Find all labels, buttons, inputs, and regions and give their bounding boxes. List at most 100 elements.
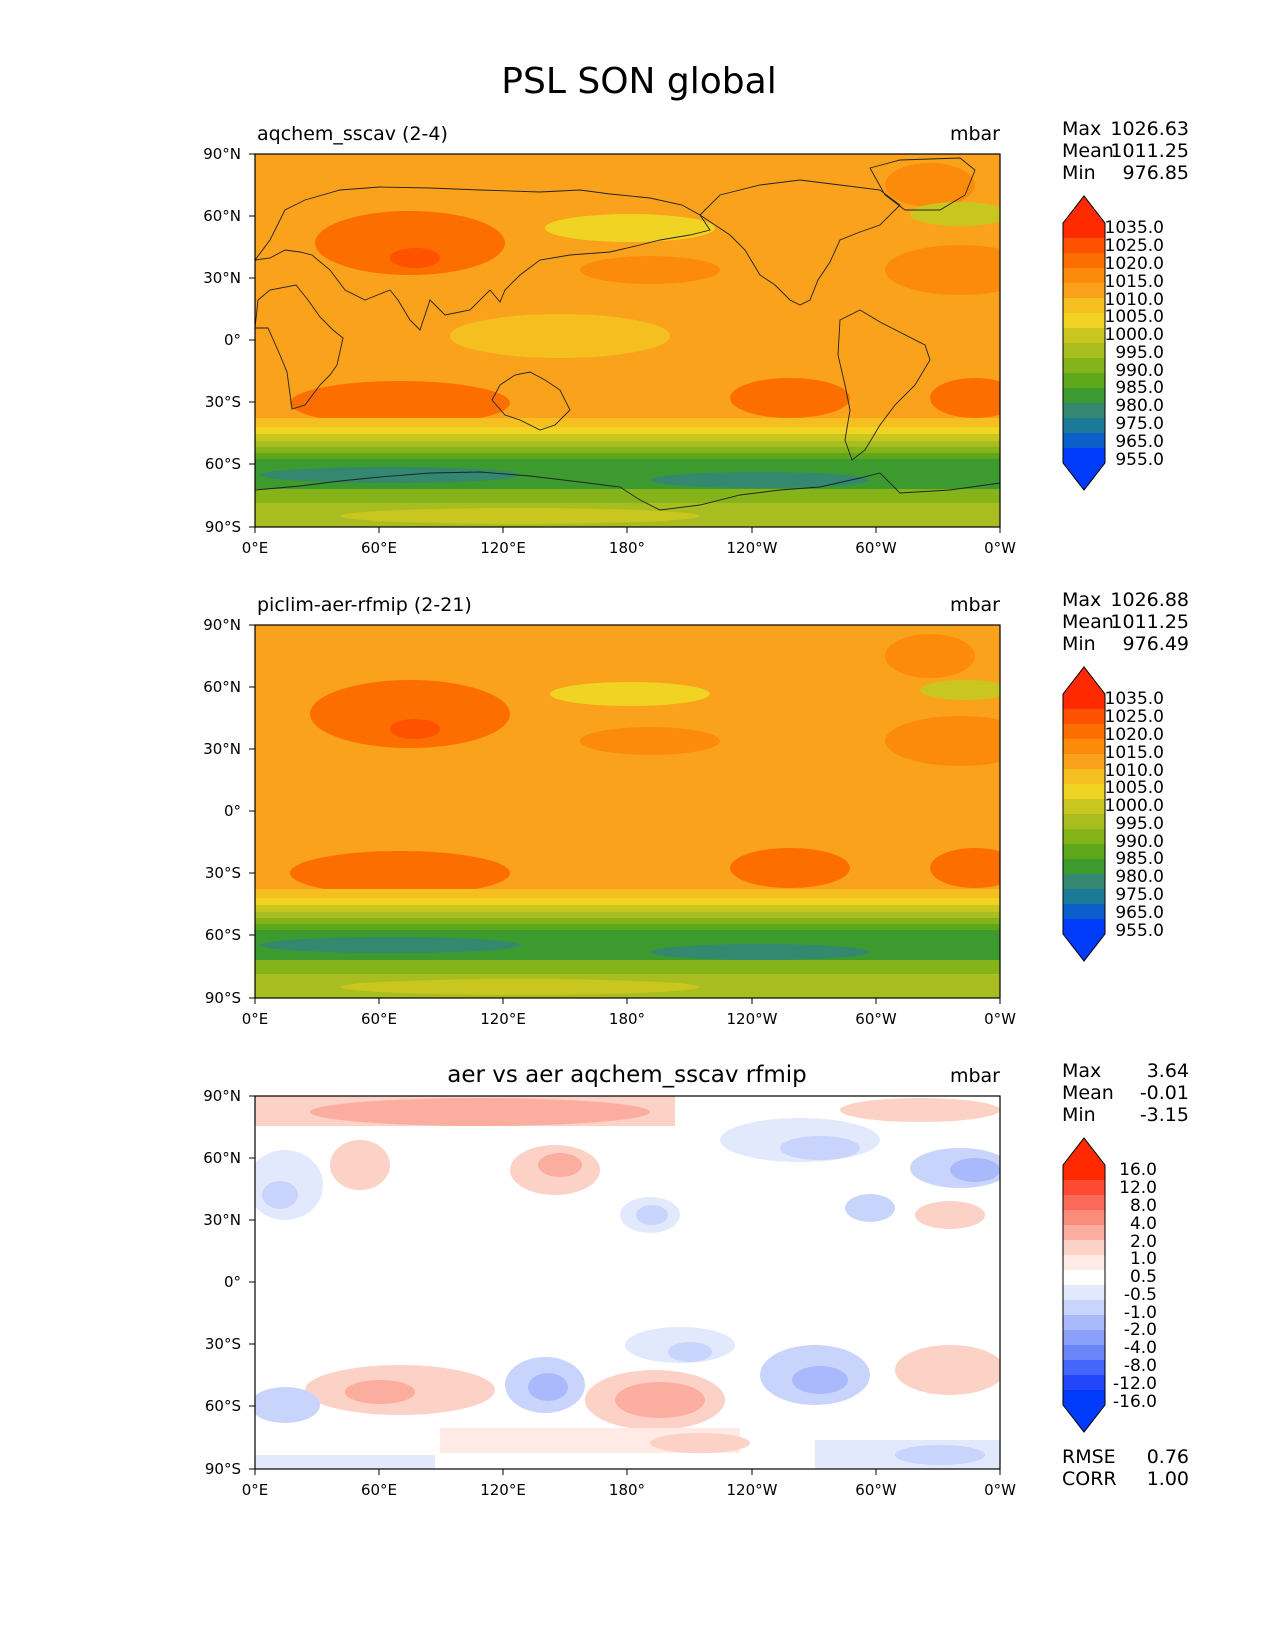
field-pacific-south-high <box>730 848 850 888</box>
field-atlantic-south-high <box>930 378 1000 418</box>
colorbar-swatch <box>1063 814 1105 830</box>
field-arctic-core <box>310 1098 650 1126</box>
lon-tick-label: 0°E <box>242 1481 269 1499</box>
colorbar-swatch <box>1063 1270 1105 1286</box>
stat-label: Min <box>1062 633 1096 655</box>
field-indian-south-high <box>290 381 510 425</box>
colorbar-swatch <box>1063 724 1105 740</box>
field-antarctic-990 <box>255 960 1000 974</box>
stat-label: Mean <box>1062 611 1114 633</box>
lat-axis: 90°N 60°N 30°N 0° 30°S 60°S 90°S <box>203 616 255 1007</box>
colorbar-swatch <box>1063 919 1105 935</box>
colorbar-swatch <box>1063 739 1105 755</box>
colorbar-swatch <box>1063 859 1105 875</box>
stats-difference: Max 3.64 Mean -0.01 Min -3.15 RMSE 0.76 … <box>1062 1060 1189 1490</box>
lon-tick-label: 60°W <box>855 1481 897 1499</box>
lon-tick-label: 120°E <box>480 1481 526 1499</box>
field-atlantic-positive <box>915 1201 985 1229</box>
colorbar-swatch <box>1063 1210 1105 1226</box>
colorbar-label: -1.0 <box>1124 1303 1157 1323</box>
field-band-1010 <box>255 889 1000 898</box>
field-arctic-canada-core <box>780 1136 860 1160</box>
field-icelandic-low <box>910 202 1000 226</box>
colorbar-outline <box>1062 666 1106 962</box>
lat-tick-label: 90°S <box>205 989 241 1007</box>
stat-value: -3.15 <box>1140 1104 1189 1126</box>
lon-tick-label: 120°E <box>480 1010 526 1028</box>
colorbar-label: -8.0 <box>1124 1356 1157 1376</box>
field-atlantic-high <box>885 245 1000 295</box>
colorbar-label: 980.0 <box>1115 396 1164 416</box>
lon-tick-label: 60°E <box>361 1010 397 1028</box>
colorbar-swatch <box>1063 328 1105 344</box>
stat-label: Min <box>1062 162 1096 184</box>
map-reference <box>255 625 1000 998</box>
lat-tick-label: 0° <box>224 802 241 820</box>
colorbar-swatch <box>1063 844 1105 860</box>
field-antarctic-plateau <box>340 508 700 524</box>
lat-tick-label: 0° <box>224 331 241 349</box>
lat-tick-label: 60°N <box>203 207 241 225</box>
field-band-1005 <box>255 898 1000 905</box>
field-na-negative <box>845 1194 895 1222</box>
colorbar-swatch <box>1063 874 1105 890</box>
colorbar-label: 985.0 <box>1115 378 1164 398</box>
field-band-995 <box>255 441 1000 447</box>
lat-tick-label: 30°N <box>203 740 241 758</box>
lon-tick-label: 0°E <box>242 1010 269 1028</box>
colorbar-label: 1010.0 <box>1105 761 1164 781</box>
colorbar-label: 975.0 <box>1115 414 1164 434</box>
colorbar-label: 1020.0 <box>1105 254 1164 274</box>
colorbar-swatch <box>1063 283 1105 299</box>
lon-tick-label: 60°E <box>361 1481 397 1499</box>
colorbar-swatch <box>1063 358 1105 374</box>
field-siberian-core <box>390 248 440 268</box>
lon-tick-label: 180° <box>609 1010 645 1028</box>
field-band-995 <box>255 912 1000 918</box>
lon-axis: 0°E 60°E 120°E 180° 120°W 60°W 0°W <box>242 527 1016 557</box>
stats-test: Max 1026.63 Mean 1011.25 Min 976.85 <box>1062 118 1189 184</box>
colorbar-swatch <box>1063 1165 1105 1181</box>
colorbar-label: 955.0 <box>1115 921 1164 941</box>
coast-north-america <box>699 179 901 306</box>
field-asia-core <box>538 1153 582 1177</box>
field-russia-positive <box>330 1140 390 1190</box>
colorbar-extend-bottom <box>1063 934 1105 961</box>
colorbar-swatch <box>1063 238 1105 254</box>
colorbar-swatch <box>1063 799 1105 815</box>
field-antarctic-negative-core <box>895 1445 985 1465</box>
lat-tick-label: 0° <box>224 1273 241 1291</box>
stat-value: 1026.88 <box>1110 589 1189 611</box>
field-subtropical-core <box>668 1342 712 1362</box>
colorbar-label: 1025.0 <box>1105 707 1164 727</box>
colorbar-label: 980.0 <box>1115 867 1164 887</box>
colorbar-label: 1015.0 <box>1105 272 1164 292</box>
colorbar-label: 1000.0 <box>1105 325 1164 345</box>
coast-south-america <box>837 309 931 461</box>
lon-tick-label: 0°W <box>984 1010 1016 1028</box>
field-band-985 <box>255 924 1000 930</box>
stat-value: 976.85 <box>1123 162 1189 184</box>
colorbar-swatch <box>1063 1240 1105 1256</box>
colorbar-labels: 1035.0 1025.0 1020.0 1015.0 1010.0 1005.… <box>1105 218 1164 470</box>
lon-tick-label: 120°W <box>727 539 778 557</box>
field-greenland-high <box>885 634 975 678</box>
colorbar-label: 2.0 <box>1130 1232 1157 1252</box>
field-greenland-high <box>885 163 975 207</box>
field-europe-core <box>262 1181 298 1209</box>
panel-test: aqchem_sscav (2-4) mbar <box>203 118 1189 557</box>
colorbar-label: 990.0 <box>1115 361 1164 381</box>
field-south-atlantic-positive <box>895 1345 1000 1395</box>
field-antarctic-990 <box>255 489 1000 503</box>
field-southern-edge <box>255 1455 435 1469</box>
colorbar-swatch <box>1063 403 1105 419</box>
field-indian-south-high <box>290 851 510 895</box>
colorbar-labels: 16.0 12.0 8.0 4.0 2.0 1.0 0.5 -0.5 -1.0 … <box>1113 1160 1157 1412</box>
colorbar-label: 995.0 <box>1115 814 1164 834</box>
field-arctic-east <box>840 1098 1000 1122</box>
colorbar-swatches <box>1062 1137 1106 1433</box>
lat-tick-label: 30°N <box>203 1211 241 1229</box>
colorbar-label: 985.0 <box>1115 849 1164 869</box>
corr-value: 1.00 <box>1147 1468 1189 1490</box>
field-indian-core <box>345 1380 415 1404</box>
